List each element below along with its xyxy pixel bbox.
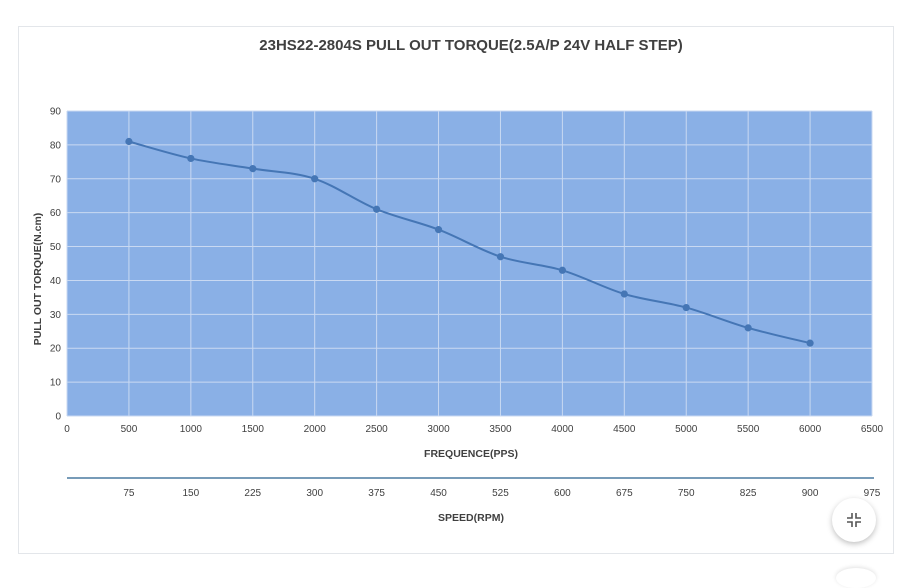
y-tick-label: 10 [50, 378, 62, 389]
collapse-arrows-icon [847, 513, 861, 527]
secondary-axis-ticks: 75 150 225 300 375 450 525 600 675 750 825 900 975 [123, 488, 880, 499]
x-tick-label: 6500 [861, 424, 884, 435]
secondary-tick-label: 375 [368, 488, 385, 499]
data-point [620, 290, 628, 298]
x-tick-label: 4500 [613, 424, 636, 435]
secondary-tick-label: 675 [616, 488, 633, 499]
y-tick-label: 30 [50, 310, 62, 321]
x-tick-label: 0 [64, 424, 70, 435]
secondary-tick-label: 150 [183, 488, 200, 499]
secondary-tick-label: 225 [244, 488, 261, 499]
y-tick-label: 70 [50, 174, 62, 185]
secondary-tick-label: 450 [430, 488, 447, 499]
collapse-button[interactable] [832, 498, 876, 542]
x-tick-label: 3000 [427, 424, 450, 435]
data-point [806, 339, 814, 347]
data-point [496, 253, 505, 261]
x-tick-label: 4000 [551, 424, 574, 435]
y-tick-label: 80 [50, 140, 62, 151]
y-tick-label: 40 [50, 276, 62, 287]
plot-area [67, 111, 872, 416]
secondary-tick-label: 75 [123, 488, 135, 499]
x-tick-label: 3500 [489, 424, 512, 435]
x-tick-label: 500 [121, 424, 138, 435]
data-point [249, 165, 257, 173]
x-axis-label: FREQUENCE(PPS) [424, 448, 518, 460]
data-point [373, 205, 381, 213]
secondary-axis-label: SPEED(RPM) [438, 512, 504, 524]
y-tick-label: 60 [50, 208, 62, 219]
y-axis-label: PULL OUT TORQUE(N.cm) [32, 213, 44, 346]
chart: 23HS22-2804S PULL OUT TORQUE(2.5A/P 24V … [32, 37, 884, 524]
secondary-tick-label: 525 [492, 488, 509, 499]
scroll-button-partial [836, 568, 876, 588]
data-point [558, 266, 566, 274]
x-tick-label: 5500 [737, 424, 760, 435]
secondary-tick-label: 825 [740, 488, 757, 499]
data-point [434, 226, 443, 234]
series-line [128, 140, 811, 345]
x-tick-label: 2500 [365, 424, 388, 435]
data-point [125, 137, 133, 146]
axes: 0 10 20 30 40 50 60 70 80 90 0 500 1000 1500 2000 2500 3… [50, 107, 884, 436]
secondary-tick-label: 975 [864, 488, 881, 499]
data-point [311, 175, 319, 183]
data-point [682, 303, 690, 312]
x-tick-label: 1000 [180, 424, 203, 435]
y-tick-label: 50 [50, 242, 62, 253]
x-tick-label: 2000 [304, 424, 327, 435]
secondary-tick-label: 600 [554, 488, 571, 499]
secondary-tick-label: 750 [678, 488, 695, 499]
grid [66, 110, 873, 417]
x-tick-label: 6000 [799, 424, 822, 435]
data-points [125, 137, 814, 347]
secondary-tick-label: 300 [306, 488, 323, 499]
y-tick-label: 0 [55, 412, 61, 423]
chart-card: 23HS22-2804S PULL OUT TORQUE(2.5A/P 24V … [18, 26, 894, 554]
secondary-tick-label: 900 [802, 488, 819, 499]
x-tick-label: 5000 [675, 424, 698, 435]
y-tick-label: 20 [50, 344, 62, 355]
x-tick-label: 1500 [242, 424, 265, 435]
y-tick-label: 90 [50, 107, 62, 118]
data-point [187, 154, 195, 163]
data-point [744, 324, 752, 332]
chart-title: 23HS22-2804S PULL OUT TORQUE(2.5A/P 24V … [259, 37, 682, 54]
